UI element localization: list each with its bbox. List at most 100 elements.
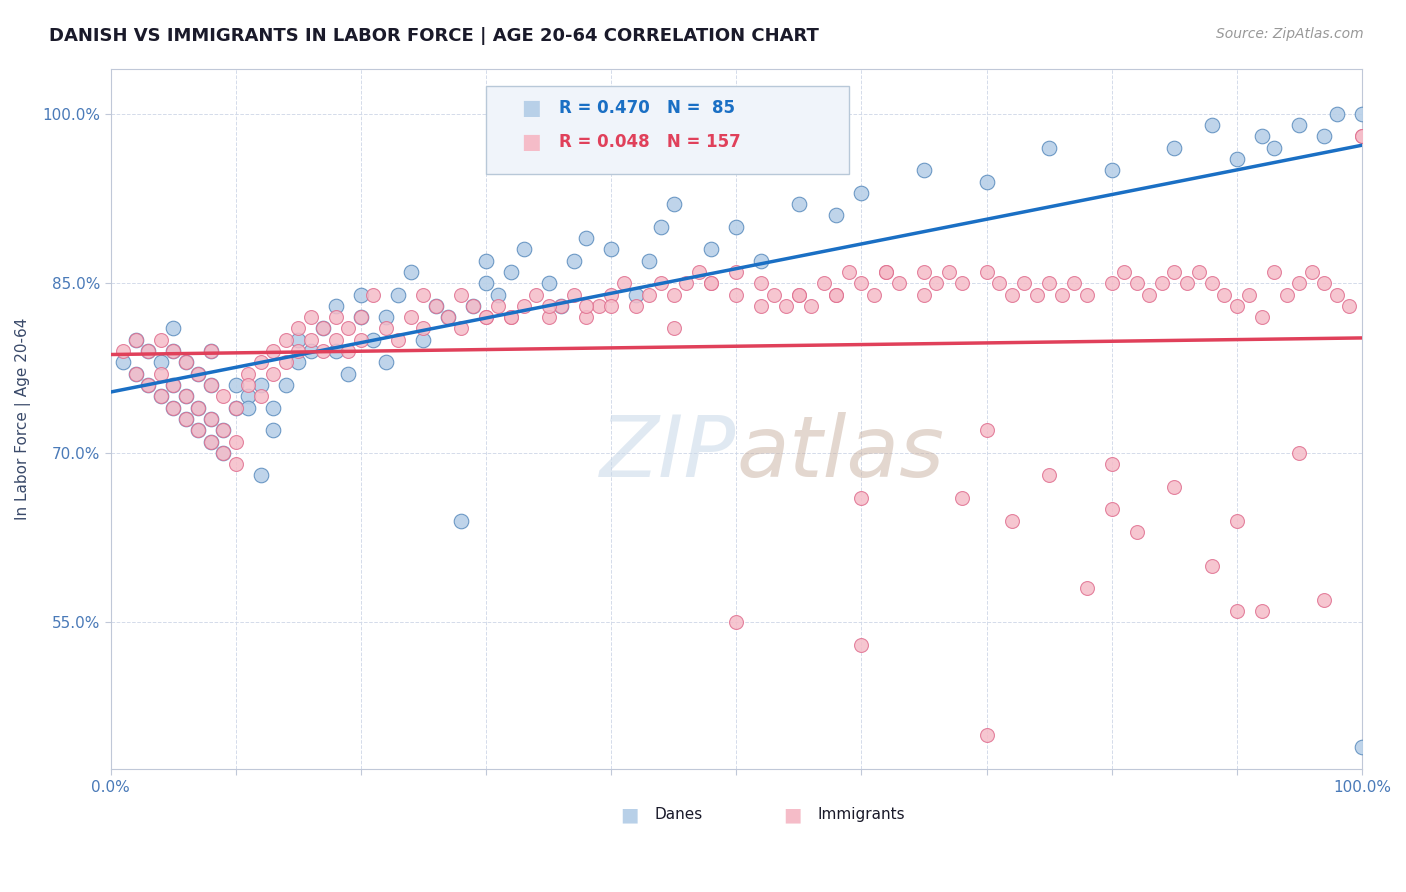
Point [838, 265, 860, 279]
Point [912, 163, 935, 178]
Point [976, 728, 998, 742]
Point [725, 615, 748, 630]
Point [1201, 558, 1223, 573]
Point [600, 287, 623, 301]
Point [325, 333, 347, 347]
Point [387, 333, 409, 347]
Point [412, 287, 434, 301]
Point [350, 310, 373, 325]
FancyBboxPatch shape [486, 86, 849, 174]
Point [174, 389, 197, 403]
Text: Immigrants: Immigrants [818, 807, 905, 822]
Point [212, 446, 235, 460]
Point [212, 423, 235, 437]
Point [976, 175, 998, 189]
Point [437, 310, 460, 325]
Point [200, 412, 222, 426]
Point [450, 287, 472, 301]
Point [938, 265, 960, 279]
Point [1101, 163, 1123, 178]
Point [124, 367, 146, 381]
Point [238, 378, 260, 392]
Point [274, 355, 297, 369]
Point [124, 333, 146, 347]
Point [1150, 277, 1173, 291]
Point [1137, 287, 1160, 301]
Point [700, 277, 723, 291]
Point [813, 277, 835, 291]
Point [600, 243, 623, 257]
Point [749, 299, 772, 313]
Text: atlas: atlas [737, 412, 945, 495]
Point [238, 389, 260, 403]
Point [162, 344, 184, 359]
Point [488, 287, 510, 301]
Point [1025, 287, 1047, 301]
Point [1313, 129, 1336, 144]
Point [688, 265, 710, 279]
Point [425, 299, 447, 313]
Point [387, 287, 409, 301]
Point [475, 277, 498, 291]
Point [875, 265, 897, 279]
Point [162, 378, 184, 392]
Point [524, 287, 547, 301]
Point [287, 355, 309, 369]
Point [1163, 141, 1185, 155]
Point [512, 243, 534, 257]
Point [1239, 287, 1261, 301]
Point [136, 344, 159, 359]
Point [1351, 129, 1374, 144]
Point [637, 287, 659, 301]
Point [1038, 277, 1060, 291]
Point [662, 287, 685, 301]
Point [136, 344, 159, 359]
Point [350, 287, 373, 301]
Point [174, 355, 197, 369]
Point [374, 310, 396, 325]
Point [600, 299, 623, 313]
Point [399, 265, 422, 279]
Point [887, 277, 910, 291]
Point [475, 310, 498, 325]
Point [200, 378, 222, 392]
Point [912, 287, 935, 301]
Point [238, 367, 260, 381]
Point [1288, 446, 1310, 460]
Point [249, 389, 271, 403]
Point [1301, 265, 1323, 279]
Point [412, 321, 434, 335]
Text: DANISH VS IMMIGRANTS IN LABOR FORCE | AGE 20-64 CORRELATION CHART: DANISH VS IMMIGRANTS IN LABOR FORCE | AG… [49, 27, 820, 45]
Point [1038, 468, 1060, 483]
Point [200, 434, 222, 449]
Point [749, 253, 772, 268]
Point [1226, 514, 1249, 528]
Point [212, 423, 235, 437]
Point [149, 389, 172, 403]
Point [463, 299, 485, 313]
Point [337, 344, 360, 359]
Point [1226, 299, 1249, 313]
Point [363, 333, 385, 347]
Point [1063, 277, 1085, 291]
Point [463, 299, 485, 313]
Point [262, 423, 284, 437]
Point [200, 434, 222, 449]
Point [149, 333, 172, 347]
Point [174, 355, 197, 369]
Point [1012, 277, 1035, 291]
Point [136, 378, 159, 392]
Point [187, 401, 209, 415]
Point [863, 287, 886, 301]
Point [851, 491, 873, 505]
Point [1000, 287, 1022, 301]
Point [1226, 604, 1249, 618]
Point [1201, 277, 1223, 291]
Point [174, 412, 197, 426]
Point [299, 344, 322, 359]
Point [162, 378, 184, 392]
Point [1163, 265, 1185, 279]
Point [1175, 277, 1198, 291]
Point [1351, 739, 1374, 754]
Point [488, 299, 510, 313]
